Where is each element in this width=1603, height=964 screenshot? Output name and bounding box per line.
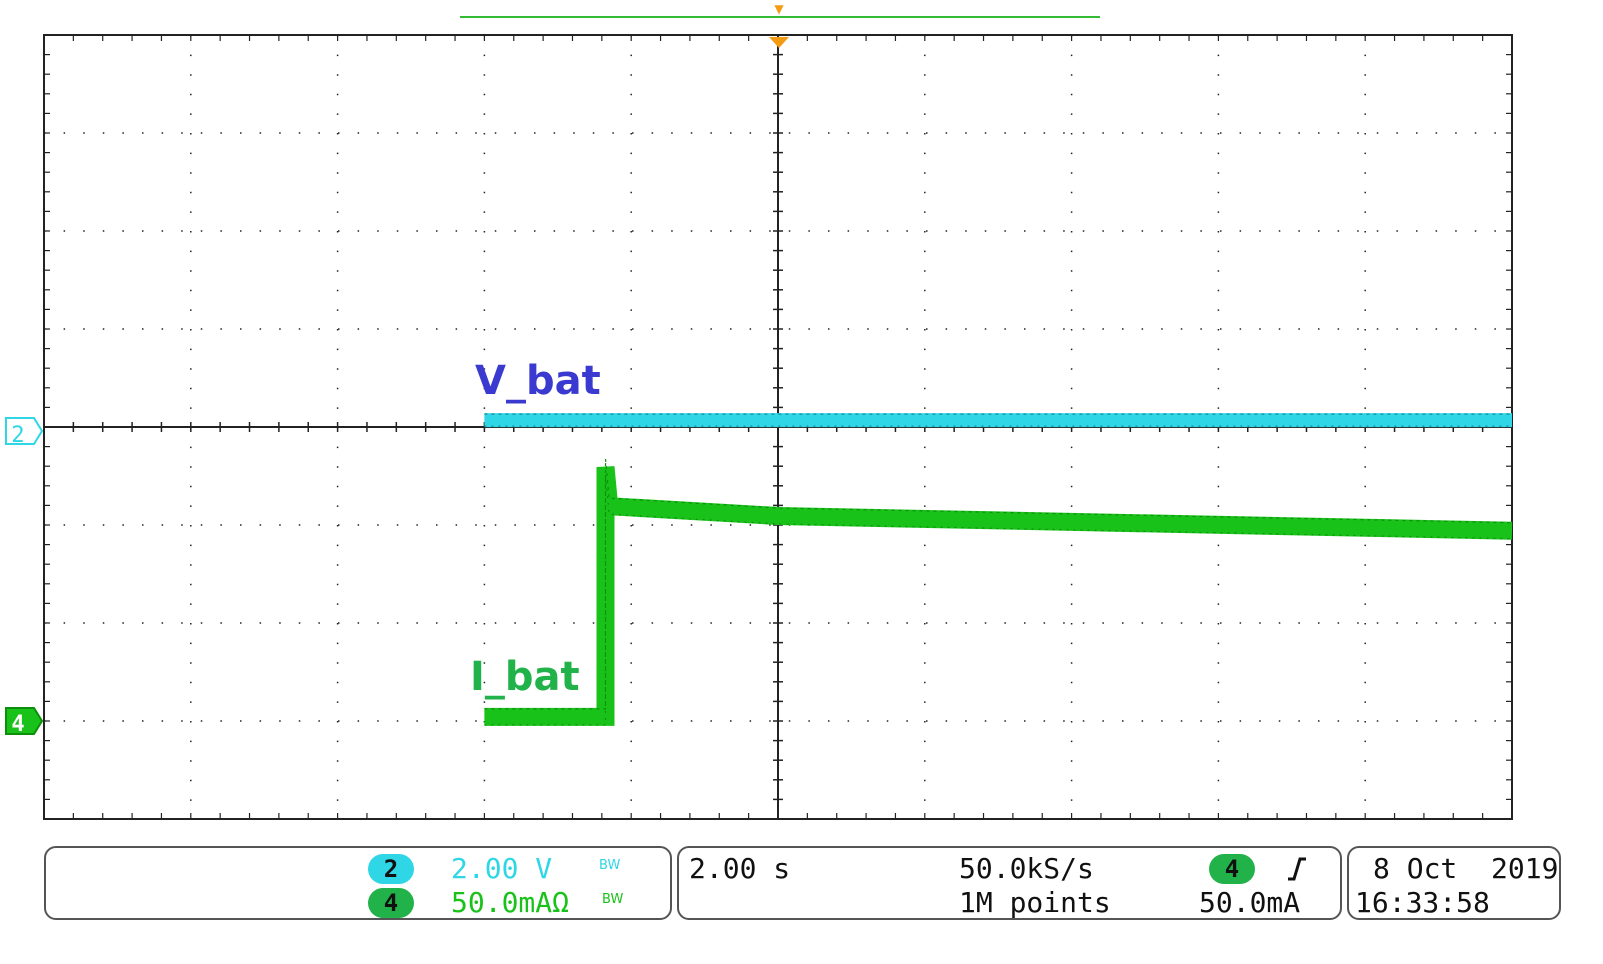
series-label-v-bat: V_bat [475, 358, 601, 404]
rising-edge-icon [1288, 857, 1306, 881]
trace-band-i-bat [484, 466, 1513, 726]
date-readout: 8 Oct 2019 [1373, 852, 1559, 885]
channel-readout-panel[interactable]: 2 2.00 V BW 4 50.0mAΩ BW [44, 846, 672, 920]
ch4-ground-marker[interactable]: 4 [5, 707, 44, 737]
trigger-level-readout: 50.0mA [1199, 886, 1301, 919]
ch2-scale-readout: 2.00 V [451, 852, 553, 885]
ch4-badge[interactable]: 4 [368, 888, 414, 918]
trigger-position-marker[interactable] [769, 37, 789, 48]
ch2-ground-marker[interactable]: 2 [5, 417, 44, 448]
acquisition-readout-panel[interactable]: 2.00 s 50.0kS/s 1M points 4 50.0mA [677, 846, 1342, 920]
oscilloscope-display: ▼ V_bat I_bat 2 4 [5, 2, 1513, 820]
ch4-bandwidth-limit-icon: BW [602, 892, 624, 907]
trigger-source-badge[interactable]: 4 [1209, 854, 1255, 884]
svg-text:4: 4 [11, 712, 24, 737]
ch2-bandwidth-limit-icon: BW [599, 858, 621, 873]
time-readout: 16:33:58 [1355, 886, 1490, 919]
series-label-i-bat: I_bat [470, 654, 580, 700]
trace-noise-i-bat [484, 458, 1513, 710]
trace-noise-i-bat [484, 474, 1513, 726]
sample-rate-readout: 50.0kS/s [959, 852, 1094, 885]
timebase-readout: 2.00 s [689, 852, 791, 885]
waveform-traces [484, 413, 1513, 726]
ch2-badge[interactable]: 2 [368, 854, 414, 884]
datetime-panel: 8 Oct 2019 16:33:58 [1347, 846, 1561, 920]
trigger-position-top-marker: ▼ [774, 2, 784, 16]
svg-text:2: 2 [11, 423, 24, 448]
record-length-readout: 1M points [959, 886, 1111, 919]
ch4-scale-readout: 50.0mAΩ [451, 886, 570, 919]
